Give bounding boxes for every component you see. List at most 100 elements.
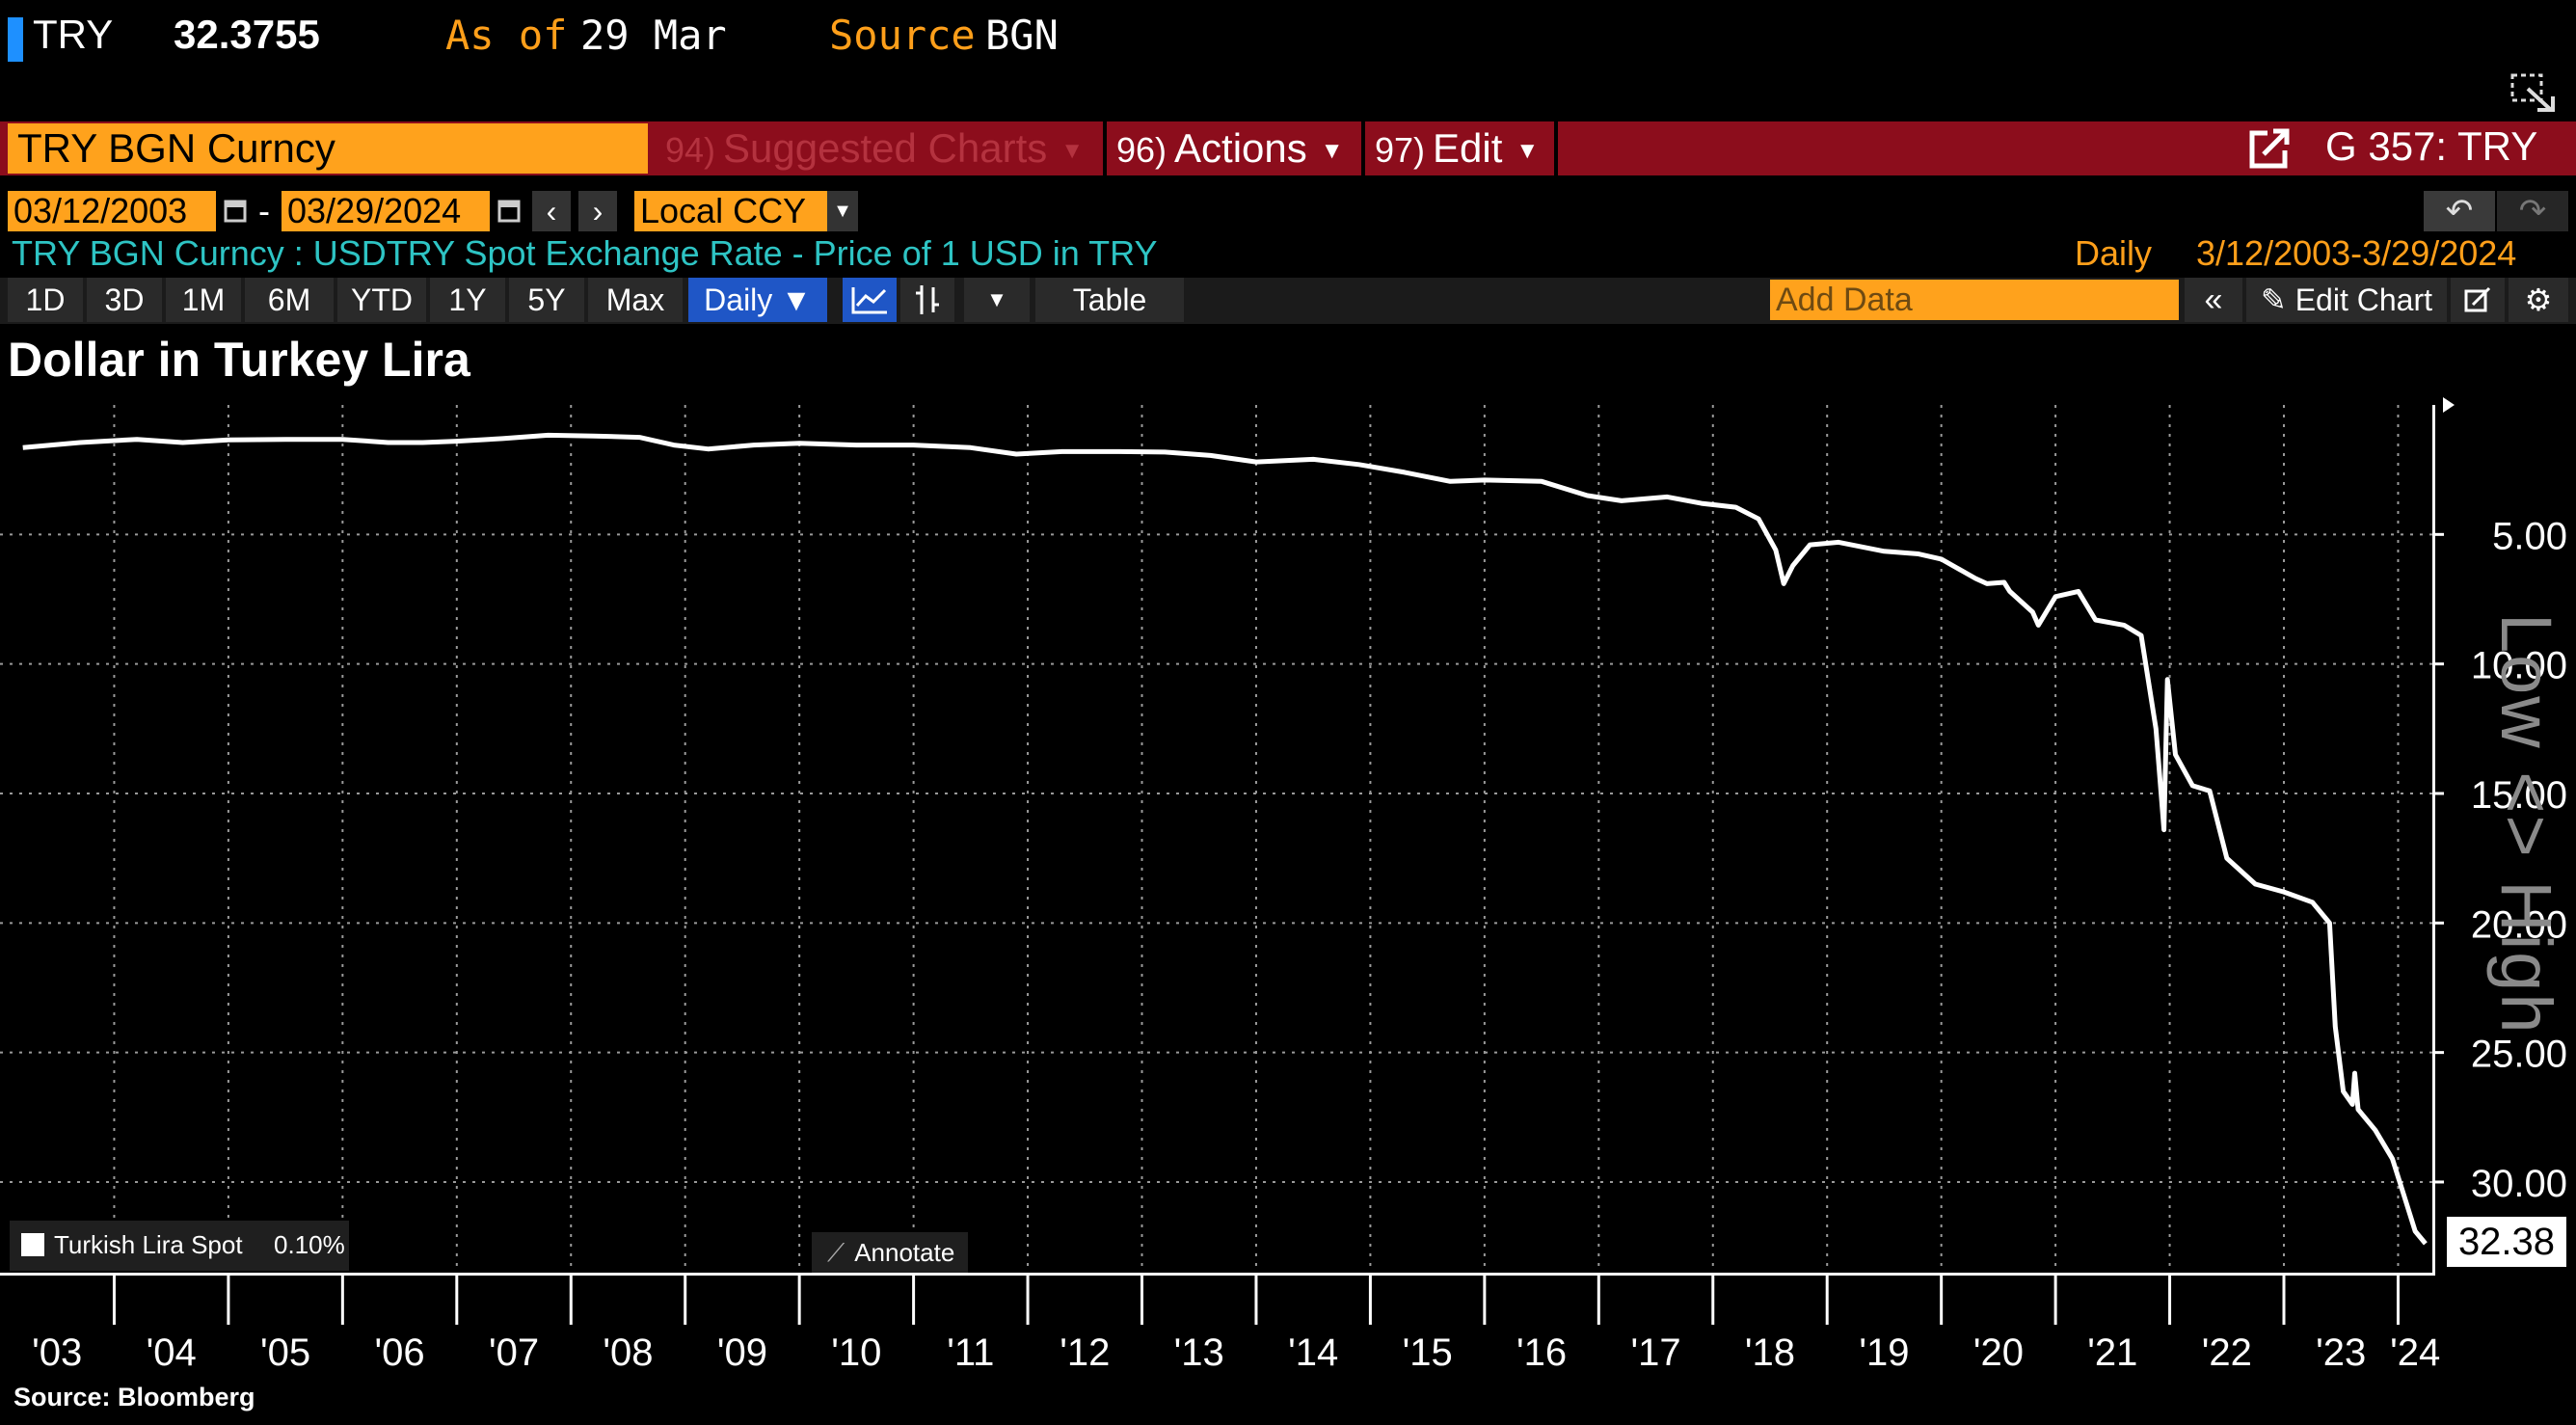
undo-icon[interactable]: ↶: [2424, 191, 2495, 231]
last-price: 32.3755: [174, 12, 320, 57]
x-tick-label: '20: [1973, 1331, 2024, 1374]
legend-change: 0.10%: [274, 1230, 345, 1259]
x-tick-label: '16: [1516, 1331, 1567, 1374]
currency-select[interactable]: Local CCY: [634, 191, 858, 231]
pencil-icon: ✎: [2261, 282, 2287, 317]
frequency-dropdown[interactable]: Daily ▼: [688, 278, 827, 322]
table-button[interactable]: Table: [1035, 278, 1184, 322]
y-tick-label: 25.00: [2471, 1034, 2567, 1076]
ticker-symbol: TRY: [33, 12, 114, 57]
y-axis-line: [2432, 405, 2435, 1276]
caret-down-icon[interactable]: ▼: [827, 191, 858, 231]
suggested-charts-number: 94): [665, 130, 716, 170]
line-chart-icon[interactable]: [843, 278, 897, 322]
start-date-field[interactable]: 03/12/2003: [8, 191, 216, 231]
external-link-icon[interactable]: [2246, 125, 2293, 172]
gear-icon[interactable]: ⚙: [2509, 278, 2568, 322]
y-tick-label: 20.00: [2471, 903, 2567, 946]
period-button-max[interactable]: Max: [588, 278, 683, 322]
annotate-button[interactable]: ⟋ Annotate: [812, 1232, 968, 1273]
x-tick-label: '07: [489, 1331, 539, 1374]
ohlc-bars-icon[interactable]: [900, 278, 954, 322]
chevron-right-icon[interactable]: ›: [578, 191, 617, 231]
end-date-field[interactable]: 03/29/2024: [282, 191, 490, 231]
y-tick-label: 30.00: [2471, 1163, 2567, 1205]
source-value: BGN: [985, 12, 1059, 59]
asof-value: 29 Mar: [580, 12, 727, 59]
double-chevron-left-icon[interactable]: «: [2185, 278, 2242, 322]
series-line-turkish-lira-spot: [22, 432, 2428, 1246]
x-tick-label: '09: [717, 1331, 767, 1374]
add-data-input[interactable]: Add Data: [1770, 280, 2179, 320]
period-button-1m[interactable]: 1M: [166, 278, 241, 322]
period-button-6m[interactable]: 6M: [245, 278, 334, 322]
chart-title: Dollar in Turkey Lira: [8, 333, 470, 387]
x-tick-label: '23: [2316, 1331, 2366, 1374]
x-tick-label: '06: [375, 1331, 425, 1374]
x-axis-line: [0, 1273, 2435, 1276]
period-button-5y[interactable]: 5Y: [509, 278, 584, 322]
chart-options-icon[interactable]: [2451, 278, 2505, 322]
caret-down-icon: ▼: [1516, 137, 1540, 164]
ticker-marker: [8, 17, 23, 62]
low-high-axis-label: Low <> High: [2486, 613, 2566, 1035]
x-tick-label: '13: [1174, 1331, 1224, 1374]
legend-series-name: Turkish Lira Spot: [54, 1230, 243, 1259]
edit-label: Edit: [1433, 125, 1503, 171]
series-description: TRY BGN Curncy : USDTRY Spot Exchange Ra…: [12, 233, 1158, 273]
x-tick-label: '03: [32, 1331, 82, 1374]
function-code: G 357: TRY: [2325, 123, 2538, 169]
date-range-label: 3/12/2003-3/29/2024: [2196, 233, 2517, 273]
source-note: Source: Bloomberg: [13, 1383, 255, 1412]
x-tick-label: '10: [831, 1331, 881, 1374]
x-tick-label: '08: [603, 1331, 653, 1374]
period-button-3d[interactable]: 3D: [87, 278, 162, 322]
period-button-1d[interactable]: 1D: [8, 278, 83, 322]
actions-label: Actions: [1174, 125, 1307, 171]
x-tick-label: '04: [147, 1331, 197, 1374]
edit-chart-label: Edit Chart: [2294, 282, 2432, 317]
redo-icon[interactable]: ↷: [2497, 191, 2568, 231]
x-tick-label: '05: [260, 1331, 310, 1374]
frequency-label: Daily: [2075, 233, 2153, 273]
period-button-ytd[interactable]: YTD: [337, 278, 426, 322]
x-tick-label: '15: [1403, 1331, 1453, 1374]
x-tick-label: '17: [1630, 1331, 1680, 1374]
ticker-header: [0, 0, 2576, 77]
calendar-icon[interactable]: [224, 197, 247, 224]
menu-divider: [1103, 121, 1107, 175]
edit-number: 97): [1375, 130, 1426, 170]
chart-type-caret-icon[interactable]: ▼: [964, 278, 1030, 322]
actions-number: 96): [1116, 130, 1167, 170]
date-separator: -: [258, 191, 270, 230]
edit-chart-button[interactable]: ✎ Edit Chart: [2246, 278, 2447, 322]
period-button-1y[interactable]: 1Y: [430, 278, 505, 322]
popout-window-icon[interactable]: [2509, 71, 2559, 116]
legend[interactable]: [10, 1221, 349, 1271]
menu-divider: [1361, 121, 1365, 175]
suggested-charts-label: Suggested Charts: [723, 125, 1048, 171]
y-tick-label: 15.00: [2471, 774, 2567, 817]
y-tick-label: 5.00: [2492, 515, 2567, 557]
caret-down-icon: ▼: [1060, 137, 1085, 164]
x-axis-ticks: '03 '04 '05 '06 '07 '08 '09 '10 '11 '12 '13 '14 '15 '…: [32, 1273, 2440, 1374]
x-tick-label: '14: [1288, 1331, 1338, 1374]
menu-divider: [1554, 121, 1558, 175]
y-axis-ticks: 5.00 10.00 15.00 20.00 25.00 30.00: [2432, 515, 2567, 1205]
x-tick-label: '18: [1745, 1331, 1795, 1374]
x-tick-label: '21: [2087, 1331, 2137, 1374]
annotate-label: Annotate: [854, 1238, 955, 1267]
x-tick-label: '19: [1859, 1331, 1909, 1374]
pen-icon: ⟋: [827, 1238, 845, 1267]
x-tick-label: '11: [947, 1331, 994, 1374]
edit-menu[interactable]: 97) Edit ▼: [1365, 123, 1556, 174]
actions-menu[interactable]: 96) Actions ▼: [1107, 123, 1357, 174]
suggested-charts-menu[interactable]: 94) Suggested Charts ▼: [656, 123, 1099, 174]
axis-arrow-icon: [2443, 397, 2455, 413]
calendar-icon[interactable]: [497, 197, 521, 224]
chevron-left-icon[interactable]: ‹: [532, 191, 571, 231]
security-field[interactable]: TRY BGN Curncy: [8, 123, 648, 174]
source-label: Source: [829, 12, 976, 59]
caret-down-icon: ▼: [1320, 137, 1344, 164]
